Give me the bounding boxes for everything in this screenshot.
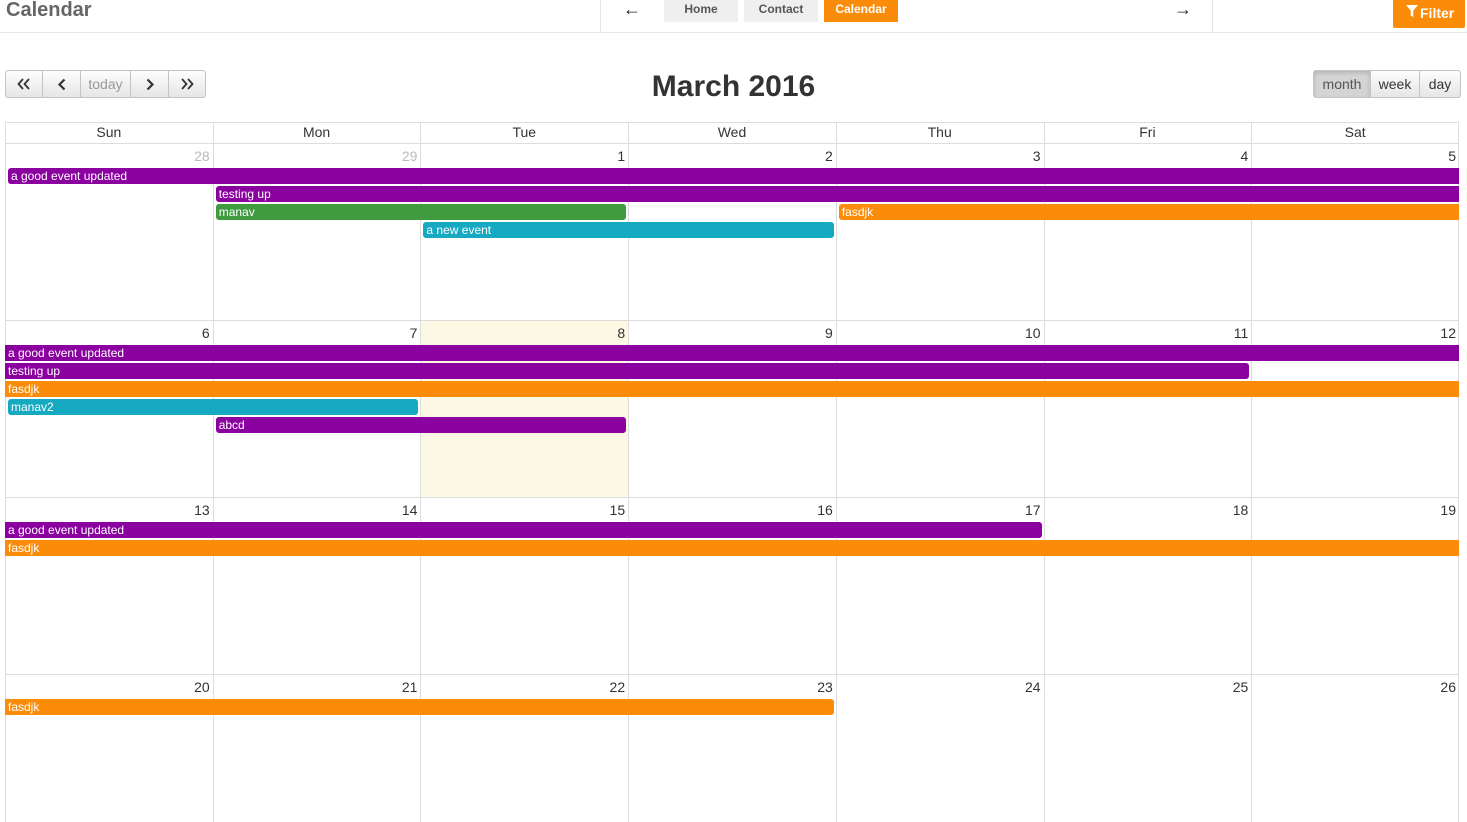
next-button[interactable] [131, 70, 169, 98]
grid-column-line [835, 122, 837, 822]
day-number[interactable]: 15 [609, 502, 626, 518]
arrow-right-icon[interactable]: → [1174, 0, 1192, 19]
chevron-left-icon [57, 78, 65, 90]
day-number[interactable]: 16 [817, 502, 833, 518]
day-number[interactable]: 17 [1024, 502, 1041, 518]
grid-column-line [420, 122, 422, 822]
day-number[interactable]: 11 [1233, 325, 1249, 341]
calendar-event[interactable]: manav2 [8, 399, 419, 415]
calendar-event[interactable]: manav [215, 204, 627, 220]
nav-tab-calendar[interactable]: Calendar [824, 0, 898, 22]
grid-row-line [5, 674, 1459, 675]
month-view-button[interactable]: month [1313, 70, 1371, 98]
double-chevron-right-icon [181, 78, 194, 90]
calendar-event[interactable]: abcd [215, 417, 627, 433]
weekday-header-tue: Tue [512, 124, 537, 140]
day-number[interactable]: 19 [1440, 502, 1456, 518]
calendar-event[interactable]: fasdjk [5, 540, 1459, 556]
weekday-header-fri: Fri [1139, 124, 1156, 140]
grid-column-line [5, 122, 6, 822]
day-number[interactable]: 12 [1440, 325, 1456, 341]
day-number[interactable]: 23 [817, 679, 833, 695]
day-number[interactable]: 8 [617, 325, 626, 341]
filter-button[interactable]: Filter [1393, 0, 1465, 28]
grid-row-line [5, 497, 1459, 498]
nav-center: ← Home Contact Calendar → [600, 0, 1213, 32]
prev-year-button[interactable] [5, 70, 43, 98]
calendar-event[interactable]: a good event updated [5, 522, 1042, 538]
day-number[interactable]: 3 [1032, 148, 1041, 164]
prev-button[interactable] [43, 70, 81, 98]
day-number[interactable]: 4 [1240, 148, 1249, 164]
grid-row-line [5, 320, 1459, 321]
weekday-header-sat: Sat [1344, 124, 1366, 140]
nav-tab-home[interactable]: Home [664, 0, 738, 22]
calendar-event[interactable]: a good event updated [5, 345, 1459, 361]
weekday-header-mon: Mon [302, 124, 331, 140]
grid-column-line [628, 122, 630, 822]
day-number[interactable]: 7 [409, 325, 418, 341]
month-grid: Sun Mon Tue Wed Thu Fri Sat 28 29 1 2 3 4 5 a good eve… [5, 122, 1459, 822]
day-number[interactable]: 21 [401, 679, 418, 695]
grid-row-line [5, 122, 1459, 123]
day-number[interactable]: 14 [401, 502, 418, 518]
funnel-icon [1406, 5, 1418, 17]
grid-column-line [212, 122, 214, 822]
day-number[interactable]: 6 [201, 325, 210, 341]
day-number[interactable]: 22 [609, 679, 626, 695]
app-title: Calendar [6, 0, 92, 21]
day-number[interactable]: 29 [401, 148, 418, 164]
day-number[interactable]: 13 [194, 502, 210, 518]
calendar-event[interactable]: fasdjk [838, 204, 1459, 220]
calendar-event[interactable]: testing up [215, 186, 1459, 202]
view-button-group: month week day [1313, 70, 1461, 98]
arrow-left-icon[interactable]: ← [623, 0, 641, 19]
day-number[interactable]: 5 [1448, 148, 1456, 164]
chevron-right-icon [146, 78, 154, 90]
weekday-header-wed: Wed [717, 124, 747, 140]
day-number[interactable]: 18 [1232, 502, 1249, 518]
grid-row-line [5, 143, 1459, 144]
calendar-event[interactable]: fasdjk [5, 699, 834, 715]
day-number[interactable]: 28 [194, 148, 210, 164]
grid-column-line [1458, 122, 1459, 822]
weekday-header-thu: Thu [927, 124, 952, 140]
nav-button-group: today [5, 70, 206, 98]
double-chevron-left-icon [17, 78, 30, 90]
calendar-event[interactable]: fasdjk [5, 381, 1459, 397]
day-number[interactable]: 10 [1024, 325, 1041, 341]
day-number[interactable]: 2 [825, 148, 833, 164]
day-number[interactable]: 9 [825, 325, 833, 341]
calendar-title: March 2016 [651, 70, 816, 103]
day-number[interactable]: 24 [1024, 679, 1041, 695]
day-number[interactable]: 25 [1232, 679, 1249, 695]
day-number[interactable]: 26 [1440, 679, 1456, 695]
calendar-event[interactable]: testing up [5, 363, 1250, 379]
week-view-button[interactable]: week [1371, 70, 1420, 98]
today-button[interactable]: today [81, 70, 131, 98]
grid-column-line [1043, 122, 1045, 822]
weekday-header-sun: Sun [96, 124, 122, 140]
day-number[interactable]: 1 [617, 148, 626, 164]
next-year-button[interactable] [169, 70, 206, 98]
day-view-button[interactable]: day [1420, 70, 1461, 98]
calendar-event[interactable]: a new event [423, 222, 834, 238]
top-navbar: Calendar ← Home Contact Calendar → Filte… [0, 0, 1467, 33]
filter-label: Filter [1420, 5, 1455, 21]
nav-tab-contact[interactable]: Contact [744, 0, 818, 22]
calendar-event[interactable]: a good event updated [8, 168, 1459, 184]
grid-column-line [1251, 122, 1253, 822]
day-number[interactable]: 20 [194, 679, 210, 695]
